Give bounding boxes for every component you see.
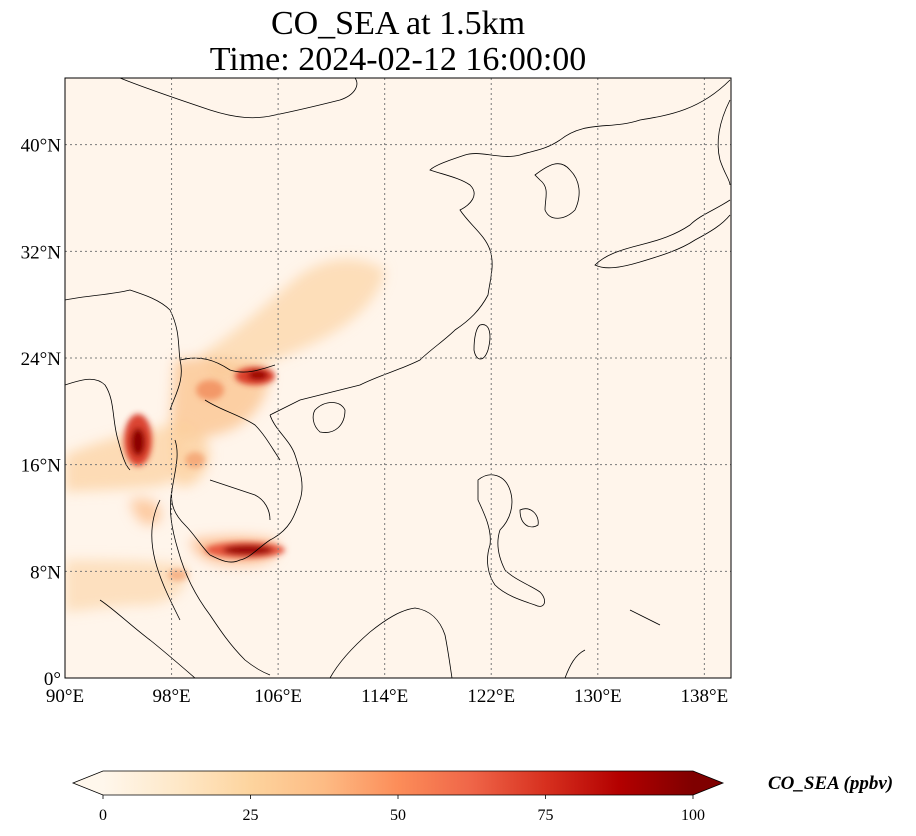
longitude-tick-label: 90°E	[46, 686, 84, 707]
colorbar-bar	[103, 771, 693, 795]
colorbar-tick-label: 50	[390, 807, 406, 824]
colorbar-max-extend-triangle	[693, 771, 723, 795]
latitude-tick-label: 16°N	[21, 456, 62, 477]
colorbar: 0 25 50 75 100 CO_SEA (ppbv)	[71, 770, 893, 824]
map-title-variable: CO_SEA at 1.5km	[270, 5, 526, 42]
latitude-tick-label: 8°N	[30, 562, 61, 583]
longitude-tick-label: 98°E	[152, 686, 190, 707]
colorbar-tick-label: 0	[99, 807, 107, 824]
colorbar-tick-label: 75	[538, 807, 554, 824]
colorbar-min-extend-triangle	[73, 771, 103, 795]
latitude-tick-label: 40°N	[21, 136, 62, 157]
map-border	[64, 77, 732, 679]
longitude-tick-label: 114°E	[361, 686, 408, 707]
colorbar-label: CO_SEA (ppbv)	[768, 773, 893, 794]
longitude-tick-label: 130°E	[574, 686, 622, 707]
latitude-tick-label: 32°N	[21, 242, 62, 263]
longitude-tick-label: 122°E	[467, 686, 515, 707]
latitude-tick-labels: 0° 8°N 16°N 24°N 32°N 40°N	[21, 136, 62, 690]
gridlines	[65, 78, 731, 678]
colorbar-ticks: 0 25 50 75 100	[99, 795, 705, 824]
latitude-tick-label: 24°N	[21, 349, 62, 370]
longitude-tick-label: 106°E	[254, 686, 302, 707]
longitude-tick-label: 138°E	[681, 686, 729, 707]
latitude-tick-label: 0°	[44, 669, 61, 690]
co-concentration-field	[65, 259, 385, 612]
map-panel	[64, 77, 732, 679]
coastlines	[65, 78, 731, 678]
longitude-tick-labels: 90°E 98°E 106°E 114°E 122°E 130°E 138°E	[46, 686, 728, 707]
map-title-time: Time: 2024-02-12 16:00:00	[209, 41, 587, 78]
colorbar-tick-label: 25	[243, 807, 259, 824]
colorbar-tick-label: 100	[681, 807, 705, 824]
